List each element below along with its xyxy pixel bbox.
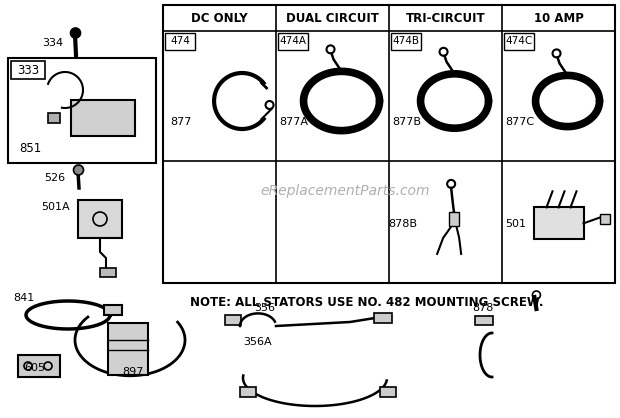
Text: 526: 526 [45, 173, 66, 183]
Text: 474B: 474B [392, 36, 420, 46]
Text: 878B: 878B [389, 219, 417, 229]
Text: eReplacementParts.com: eReplacementParts.com [260, 184, 430, 198]
Bar [600, 214, 609, 224]
Bar [8, 58, 156, 163]
Circle shape [74, 165, 84, 175]
Bar [240, 387, 256, 397]
Bar [391, 33, 421, 50]
Text: DC ONLY: DC ONLY [191, 12, 248, 25]
Text: 841: 841 [14, 293, 35, 303]
Text: 878: 878 [472, 303, 494, 313]
Text: 501A: 501A [41, 202, 69, 212]
Text: 474: 474 [170, 36, 190, 46]
Bar [475, 316, 493, 325]
Bar [163, 5, 615, 283]
Text: NOTE: ALL STATORS USE NO. 482 MOUNTING SCREW.: NOTE: ALL STATORS USE NO. 482 MOUNTING S… [190, 296, 543, 309]
Text: 877: 877 [170, 117, 192, 127]
Text: TRI-CIRCUIT: TRI-CIRCUIT [405, 12, 485, 25]
Text: 474C: 474C [505, 36, 533, 46]
Bar [11, 61, 45, 79]
Bar [278, 33, 308, 50]
Text: 501: 501 [505, 219, 526, 229]
Bar [18, 355, 60, 377]
Text: 877B: 877B [392, 117, 422, 127]
Text: 334: 334 [42, 38, 64, 48]
Text: 474A: 474A [280, 36, 306, 46]
Text: 851: 851 [19, 142, 41, 155]
Text: 10 AMP: 10 AMP [534, 12, 583, 25]
Bar [48, 113, 60, 123]
Bar [504, 33, 534, 50]
Text: 877A: 877A [280, 117, 309, 127]
Text: 356: 356 [254, 303, 275, 313]
Text: 605: 605 [25, 363, 45, 373]
Bar [380, 387, 396, 397]
Circle shape [71, 28, 81, 38]
Text: 897: 897 [122, 367, 144, 377]
Bar [71, 100, 135, 136]
Bar [533, 207, 583, 240]
Bar [449, 212, 459, 226]
Bar [225, 315, 241, 325]
Text: 356A: 356A [244, 337, 272, 347]
Text: DUAL CIRCUIT: DUAL CIRCUIT [286, 12, 379, 25]
Bar [78, 200, 122, 238]
Bar [374, 313, 392, 323]
Bar [100, 268, 116, 277]
Text: 877C: 877C [505, 117, 534, 127]
Bar [104, 305, 122, 315]
Bar [108, 323, 148, 375]
Text: 333: 333 [17, 64, 39, 76]
Bar [165, 33, 195, 50]
